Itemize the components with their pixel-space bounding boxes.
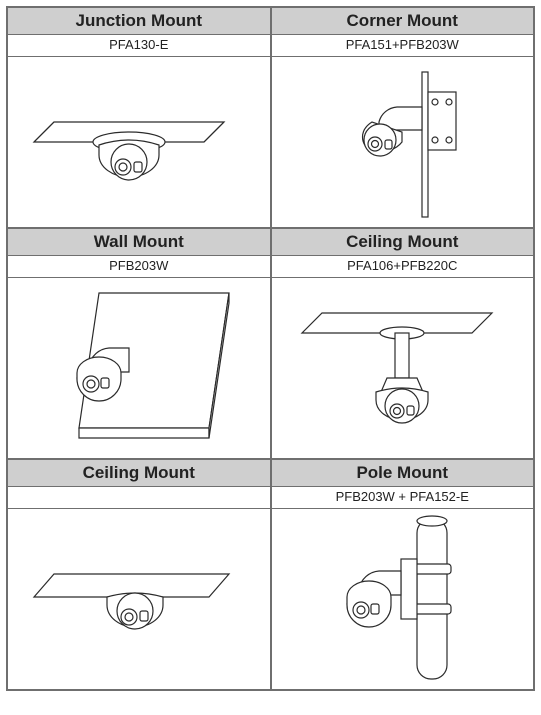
figure-ceiling-flush	[8, 509, 270, 689]
cell-ceiling-drop: Ceiling Mount PFA106+PFB220C	[271, 228, 535, 459]
cell-wall: Wall Mount PFB203W	[7, 228, 271, 459]
ceiling-flush-diagram-icon	[29, 519, 249, 679]
junction-diagram-icon	[29, 67, 249, 217]
title-ceiling-drop: Ceiling Mount	[272, 229, 534, 256]
cell-ceiling-flush: Ceiling Mount	[7, 459, 271, 690]
figure-junction	[8, 57, 270, 227]
corner-diagram-icon	[302, 62, 502, 222]
title-pole: Pole Mount	[272, 460, 534, 487]
title-wall: Wall Mount	[8, 229, 270, 256]
cell-junction: Junction Mount PFA130-E	[7, 7, 271, 228]
model-pole: PFB203W + PFA152-E	[272, 487, 534, 509]
model-corner: PFA151+PFB203W	[272, 35, 534, 57]
wall-diagram-icon	[29, 278, 249, 458]
title-corner: Corner Mount	[272, 8, 534, 35]
model-ceiling-flush	[8, 487, 270, 509]
cell-pole: Pole Mount PFB203W + PFA152-E	[271, 459, 535, 690]
title-junction: Junction Mount	[8, 8, 270, 35]
figure-ceiling-drop	[272, 278, 534, 458]
pole-diagram-icon	[297, 509, 507, 689]
cell-corner: Corner Mount PFA151+PFB203W	[271, 7, 535, 228]
title-ceiling-flush: Ceiling Mount	[8, 460, 270, 487]
figure-wall	[8, 278, 270, 458]
figure-corner	[272, 57, 534, 227]
ceiling-drop-diagram-icon	[292, 278, 512, 458]
figure-pole	[272, 509, 534, 689]
model-junction: PFA130-E	[8, 35, 270, 57]
model-ceiling-drop: PFA106+PFB220C	[272, 256, 534, 278]
model-wall: PFB203W	[8, 256, 270, 278]
mount-grid: Junction Mount PFA130-E	[6, 6, 535, 691]
